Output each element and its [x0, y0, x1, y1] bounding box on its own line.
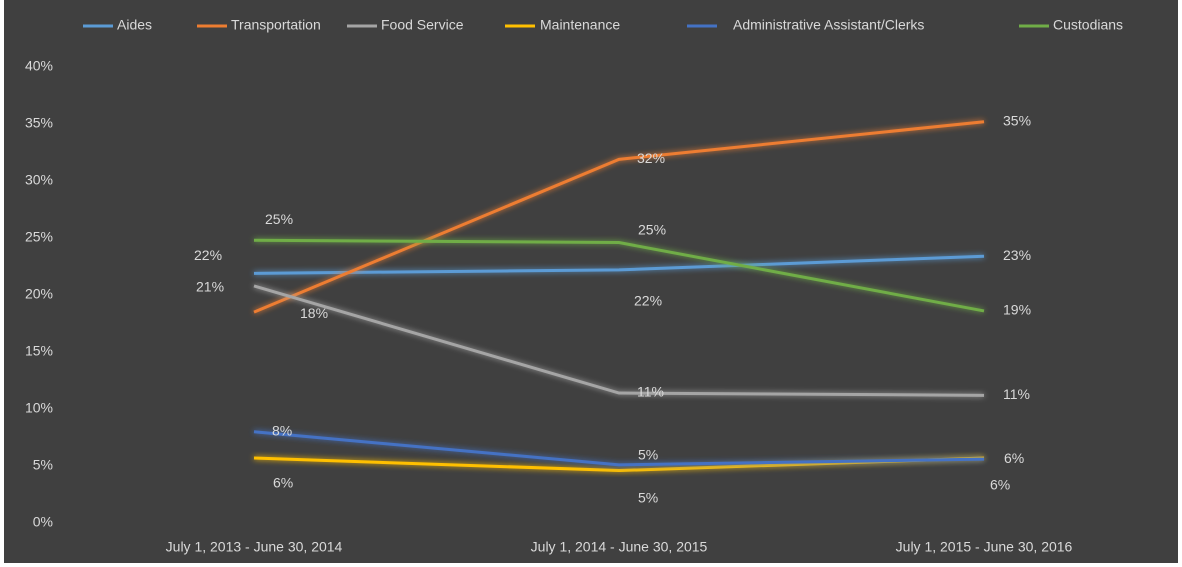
- y-tick-label: 15%: [25, 343, 53, 359]
- x-tick-label: July 1, 2015 - June 30, 2016: [896, 539, 1073, 555]
- data-label: 35%: [1003, 112, 1031, 128]
- data-label: 6%: [990, 477, 1010, 493]
- y-tick-label: 5%: [33, 457, 53, 473]
- data-label: 5%: [638, 489, 658, 505]
- series-line: [253, 238, 985, 313]
- data-label: 25%: [638, 221, 666, 237]
- data-label: 6%: [1004, 450, 1024, 466]
- x-tick-label: July 1, 2013 - June 30, 2014: [166, 539, 343, 555]
- y-tick-label: 30%: [25, 172, 53, 188]
- y-tick-label: 25%: [25, 229, 53, 245]
- data-label: 22%: [194, 247, 222, 263]
- y-tick-label: 10%: [25, 400, 53, 416]
- data-label: 11%: [1003, 386, 1030, 402]
- series-line: [253, 430, 985, 467]
- legend-label: Maintenance: [540, 17, 620, 33]
- y-tick-label: 35%: [25, 115, 53, 131]
- data-label: 18%: [300, 305, 328, 321]
- data-label: 11%: [637, 384, 664, 400]
- series-line: [253, 254, 985, 275]
- data-label: 22%: [634, 293, 662, 309]
- data-label: 6%: [273, 475, 293, 491]
- data-label: 21%: [196, 279, 224, 295]
- data-label: 25%: [265, 211, 293, 227]
- legend-label: Transportation: [231, 17, 321, 33]
- data-label: 32%: [637, 150, 665, 166]
- legend-label: Aides: [117, 17, 152, 33]
- legend-label: Food Service: [381, 17, 464, 33]
- legend-label: Custodians: [1053, 17, 1123, 33]
- x-tick-label: July 1, 2014 - June 30, 2015: [531, 539, 708, 555]
- y-tick-label: 0%: [33, 514, 53, 530]
- series-line: [253, 120, 985, 314]
- y-tick-label: 20%: [25, 286, 53, 302]
- y-tick-label: 40%: [25, 58, 53, 74]
- data-label: 23%: [1003, 247, 1031, 263]
- data-label: 19%: [1003, 302, 1031, 318]
- data-label: 8%: [272, 423, 292, 439]
- data-label: 5%: [638, 447, 658, 463]
- series-line: [253, 284, 985, 397]
- legend-label: Administrative Assistant/Clerks: [733, 17, 924, 33]
